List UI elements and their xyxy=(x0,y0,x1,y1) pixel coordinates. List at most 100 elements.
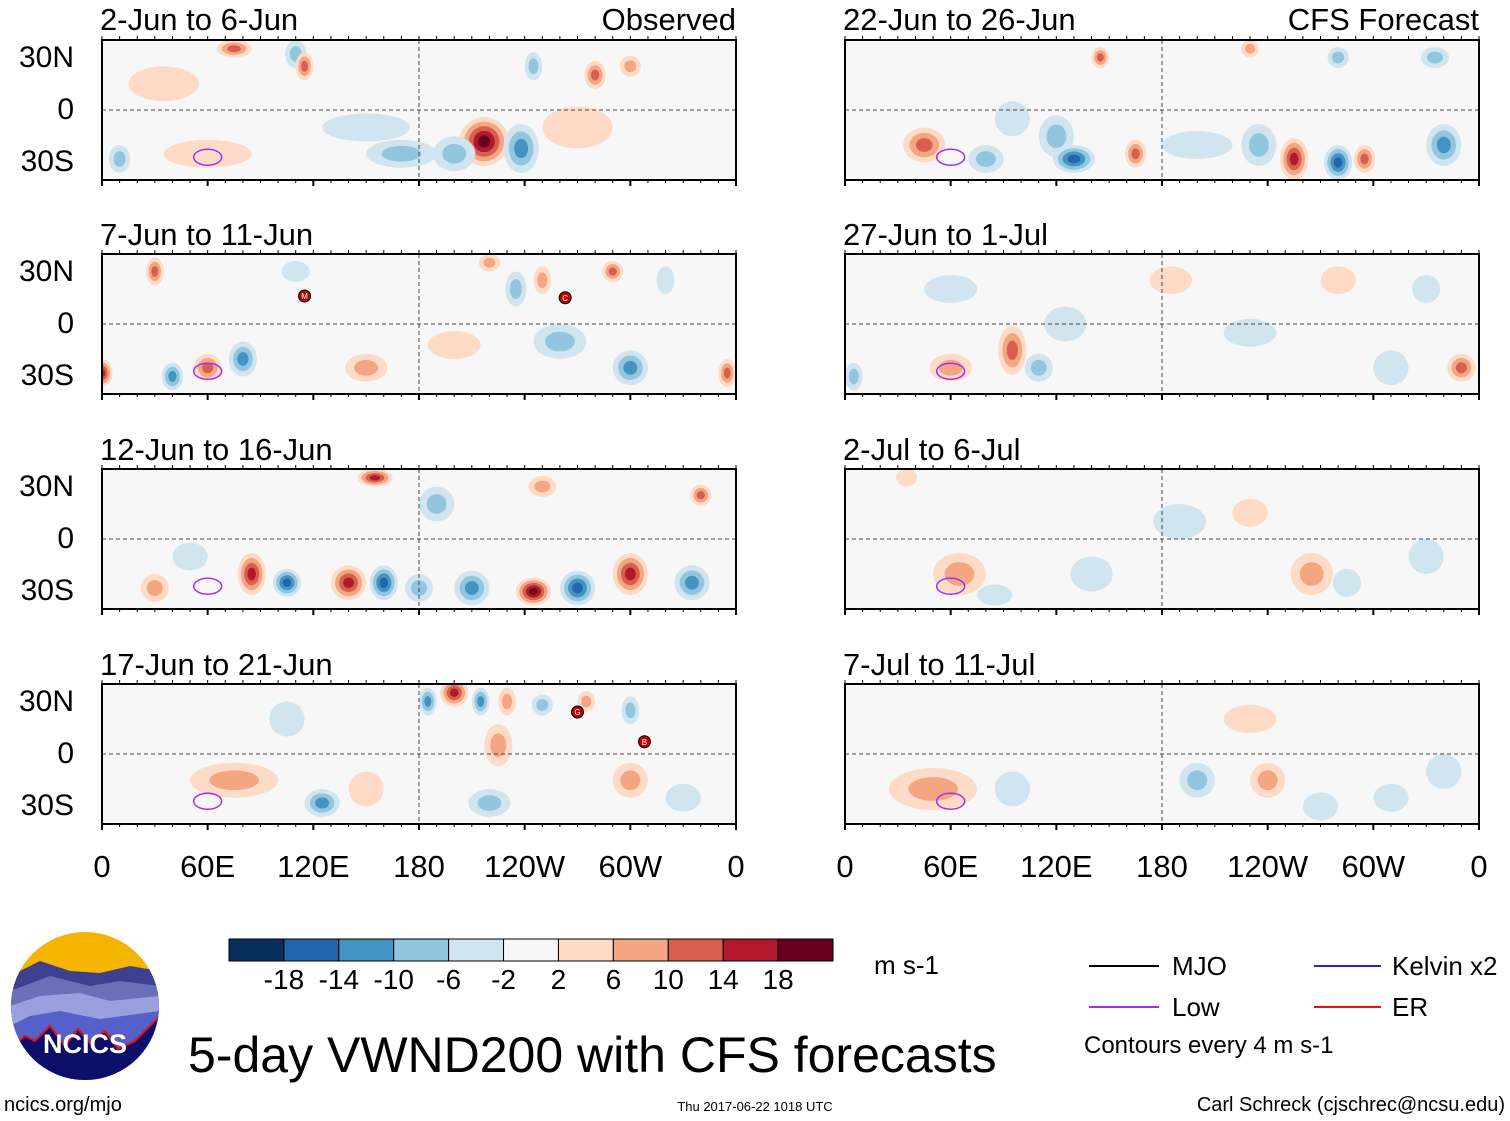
storm-marker xyxy=(637,735,651,749)
wind-anomaly xyxy=(581,695,592,708)
wind-anomaly xyxy=(975,151,996,167)
wind-anomaly xyxy=(625,702,636,719)
colorbar-label: -14 xyxy=(318,964,360,995)
lat-label: 0 xyxy=(57,93,74,126)
colorbar-label: -18 xyxy=(263,964,305,995)
wind-anomaly xyxy=(369,475,381,481)
lon-label: 0 xyxy=(1470,849,1488,884)
wind-anomaly xyxy=(1153,504,1207,539)
lat-label: 30S xyxy=(20,789,74,822)
lat-label: 30N xyxy=(18,255,74,288)
storm-marker xyxy=(298,289,312,303)
units-label: m s-1 xyxy=(874,950,939,980)
low-contour xyxy=(935,577,966,595)
wind-anomaly xyxy=(944,562,975,586)
logo-text: NCICS xyxy=(43,1029,127,1059)
low-contour xyxy=(192,792,223,810)
storm-label: C xyxy=(562,294,568,303)
wind-anomaly xyxy=(113,151,126,167)
wind-anomaly xyxy=(1427,51,1443,64)
wind-anomaly xyxy=(1096,53,1104,62)
map-panel-0 xyxy=(101,36,737,186)
panel-title: 27-Jun to 1-Jul xyxy=(843,217,1049,252)
wind-anomaly xyxy=(938,359,963,376)
low-legend-line xyxy=(1089,1006,1159,1008)
panel-title: 2-Jul to 6-Jul xyxy=(843,432,1021,467)
lat-label: 30N xyxy=(18,470,74,503)
wind-anomaly xyxy=(322,113,411,142)
wind-anomaly xyxy=(623,360,638,375)
storm-marker xyxy=(558,291,572,305)
colorbar-label: 14 xyxy=(707,964,739,995)
lon-label: 60W xyxy=(598,849,663,884)
colorbar-label: 18 xyxy=(762,964,794,995)
wind-anomaly xyxy=(509,279,522,299)
wind-anomaly xyxy=(625,567,636,581)
mjo-legend-line xyxy=(1089,965,1159,967)
map-panel-4 xyxy=(101,465,737,615)
colorbar-label: 6 xyxy=(605,964,622,995)
wind-anomaly xyxy=(426,494,447,514)
er-legend-line xyxy=(1314,1006,1381,1008)
wind-anomaly xyxy=(1248,133,1269,157)
wind-anomaly xyxy=(247,567,256,581)
wind-anomaly xyxy=(128,66,199,102)
wind-anomaly xyxy=(1223,705,1277,733)
wind-anomaly xyxy=(477,695,485,708)
wind-anomaly xyxy=(146,580,163,596)
wind-anomaly xyxy=(542,106,613,149)
colorbar-swatch xyxy=(338,938,395,962)
wind-anomaly xyxy=(449,688,459,697)
wind-anomaly xyxy=(696,491,705,500)
wind-anomaly xyxy=(464,581,479,595)
lon-label: 0 xyxy=(727,849,745,884)
wind-anomaly xyxy=(848,368,859,385)
wind-anomaly xyxy=(1257,770,1278,791)
map-panel-3 xyxy=(844,250,1480,400)
colorbar-swatch xyxy=(503,938,559,962)
wind-anomaly xyxy=(977,584,1013,606)
colorbar-swatch xyxy=(777,938,834,962)
lat-label: 30S xyxy=(20,574,74,607)
wind-anomaly xyxy=(427,331,481,359)
wind-anomaly xyxy=(172,542,208,571)
panel-title: 7-Jul to 11-Jul xyxy=(843,647,1036,682)
colorbar-swatch xyxy=(393,938,450,962)
wind-anomaly xyxy=(590,69,600,81)
colorbar-label: -2 xyxy=(491,964,516,995)
wind-anomaly xyxy=(1149,266,1192,295)
colorbar-label: 2 xyxy=(550,964,567,995)
wind-anomaly xyxy=(908,777,958,801)
wind-anomaly xyxy=(1436,136,1451,154)
colorbar-swatch xyxy=(228,938,285,962)
wind-anomaly xyxy=(209,770,259,791)
lat-label: 0 xyxy=(57,522,74,555)
colorbar-swatch xyxy=(667,938,724,962)
low-contour xyxy=(192,362,223,380)
wind-anomaly xyxy=(685,575,699,590)
forecast-label: CFS Forecast xyxy=(1287,2,1479,37)
lat-label: 30S xyxy=(20,145,74,178)
wind-anomaly xyxy=(608,267,617,276)
panel-title: 22-Jun to 26-Jun xyxy=(843,2,1076,37)
wind-anomaly xyxy=(202,362,214,374)
wind-anomaly xyxy=(1332,51,1345,64)
wind-anomaly xyxy=(1320,266,1356,295)
wind-anomaly xyxy=(544,331,575,352)
low-contour xyxy=(935,362,966,380)
observed-label: Observed xyxy=(601,2,736,37)
wind-anomaly xyxy=(343,577,354,589)
wind-anomaly xyxy=(534,480,551,493)
lon-label: 180 xyxy=(393,849,445,884)
wind-anomaly xyxy=(424,695,432,708)
wind-anomaly xyxy=(227,45,242,53)
lon-label: 120W xyxy=(484,849,566,884)
lon-label: 180 xyxy=(1136,849,1188,884)
lon-label: 120W xyxy=(1227,849,1309,884)
wind-anomaly xyxy=(477,795,502,811)
footer-url[interactable]: ncics.org/mjo xyxy=(4,1094,122,1116)
wind-anomaly xyxy=(1373,783,1409,812)
lon-label: 0 xyxy=(93,849,111,884)
lat-label: 0 xyxy=(57,307,74,340)
panel-title: 7-Jun to 11-Jun xyxy=(100,217,314,252)
